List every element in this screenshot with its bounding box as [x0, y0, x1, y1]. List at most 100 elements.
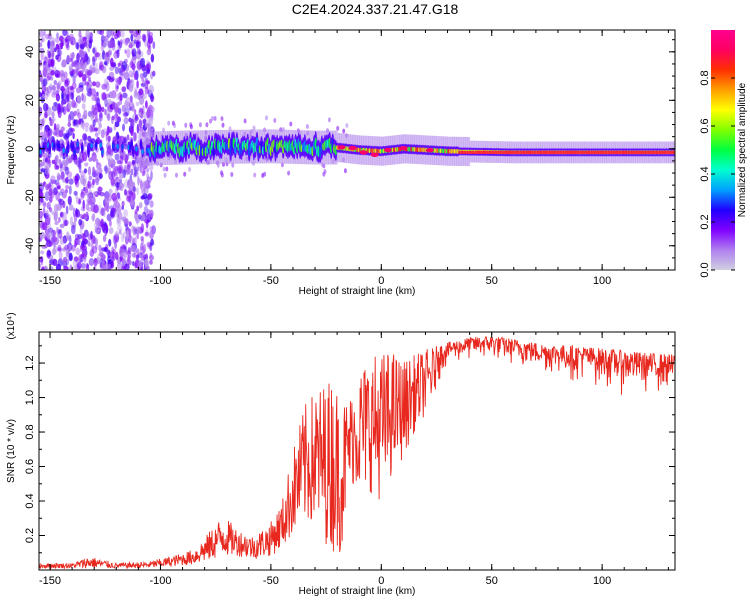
heatmap-cell [210, 116, 214, 121]
heatmap-cell [68, 185, 72, 195]
heatmap-cell [47, 227, 54, 233]
heatmap-cell [359, 150, 368, 155]
heatmap-cell [68, 178, 74, 185]
heatmap-cell [84, 162, 89, 167]
heatmap-cell [94, 132, 99, 138]
heatmap-cell [77, 261, 82, 270]
heatmap-cell [43, 128, 49, 138]
heatmap-cell [74, 175, 79, 185]
y-tick-label: 1.0 [24, 390, 36, 405]
heatmap-cell [152, 70, 156, 77]
heatmap-cell [39, 231, 46, 239]
heatmap-cell [75, 247, 81, 256]
heatmap-cell [121, 248, 126, 254]
heatmap-cell [323, 169, 327, 174]
heatmap-cell [110, 40, 116, 48]
heatmap-cell [115, 30, 120, 38]
heatmap-cell [59, 211, 64, 218]
top-plot-frame [38, 29, 676, 271]
heatmap-cell [69, 216, 73, 226]
heatmap-cell [124, 179, 129, 189]
y-tick-label: 0.6 [24, 459, 36, 474]
heatmap-cell [112, 143, 115, 149]
heatmap-cell [136, 205, 140, 212]
heatmap-cell [72, 75, 76, 84]
heatmap-cell [125, 97, 131, 103]
heatmap-cell [90, 88, 97, 97]
heatmap-cell [133, 109, 137, 115]
heatmap-cell [130, 168, 134, 176]
heatmap-cell [64, 166, 69, 171]
heatmap-cell [89, 113, 95, 120]
heatmap-cell [60, 40, 64, 50]
heatmap-cell [87, 192, 93, 200]
heatmap-cell [133, 173, 137, 178]
heatmap-cell [130, 118, 135, 129]
heatmap-cell [146, 107, 151, 115]
heatmap-cell [116, 212, 120, 218]
heatmap-cell [83, 168, 88, 174]
heatmap-cell [98, 244, 102, 252]
heatmap-cell [138, 260, 143, 269]
heatmap-cell [62, 30, 67, 37]
heatmap-cell [216, 162, 220, 168]
heatmap-cell [184, 122, 188, 128]
heatmap-cell [107, 113, 111, 121]
heatmap-cell [118, 100, 122, 106]
heatmap-cell [51, 159, 56, 164]
heatmap-cell [95, 81, 101, 88]
heatmap-cell [67, 144, 70, 150]
heatmap-cell [100, 92, 106, 101]
heatmap-cell [50, 118, 55, 124]
heatmap-cell [149, 128, 154, 133]
heatmap-cell [147, 39, 151, 50]
heatmap-cell [114, 153, 120, 161]
heatmap-cell [92, 178, 95, 186]
heatmap-cell [55, 93, 61, 102]
heatmap-cell [84, 53, 89, 62]
heatmap-cell [39, 262, 42, 269]
heatmap-cell [73, 190, 78, 196]
heatmap-cell [80, 263, 86, 269]
heatmap-cell [98, 251, 104, 257]
heatmap-cell [42, 202, 47, 208]
heatmap-cell [75, 42, 79, 50]
heatmap-cell [149, 225, 154, 232]
heatmap-cell [88, 31, 93, 38]
heatmap-cell [106, 125, 110, 136]
heatmap-cell [144, 258, 149, 268]
heatmap-cell [46, 202, 51, 210]
heatmap-cell [67, 90, 71, 96]
heatmap-cell [100, 207, 106, 217]
heatmap-cell [94, 177, 99, 183]
heatmap-cell [280, 162, 284, 168]
heatmap-cell [138, 119, 142, 128]
heatmap-cell [86, 263, 89, 269]
heatmap-cell [136, 186, 139, 196]
heatmap-cell [458, 150, 675, 154]
heatmap-cell [73, 256, 79, 262]
heatmap-cell [337, 145, 346, 150]
heatmap-cell [73, 68, 79, 78]
heatmap-cell [116, 216, 121, 224]
heatmap-cell [54, 179, 60, 186]
heatmap-cell [123, 117, 129, 125]
heatmap-cell [57, 143, 61, 149]
heatmap-cell [66, 171, 73, 179]
heatmap-cell [152, 41, 156, 49]
heatmap-cell [81, 93, 87, 104]
heatmap-cell [131, 159, 136, 165]
heatmap-cell [93, 49, 98, 57]
colorbar: 0.0 0.2 0.4 0.6 0.8 Normalized spectral ampli… [699, 30, 748, 278]
heatmap-cell [81, 92, 84, 102]
heatmap-cell [134, 169, 138, 177]
heatmap-cell [49, 83, 53, 91]
heatmap-cell [68, 234, 72, 245]
heatmap-cell [42, 222, 48, 231]
heatmap-cell [50, 175, 56, 182]
heatmap-cell [133, 228, 138, 234]
heatmap-cell [67, 157, 73, 163]
heatmap-cell [136, 47, 141, 55]
heatmap-cell [97, 253, 100, 262]
heatmap-cell [42, 93, 45, 99]
